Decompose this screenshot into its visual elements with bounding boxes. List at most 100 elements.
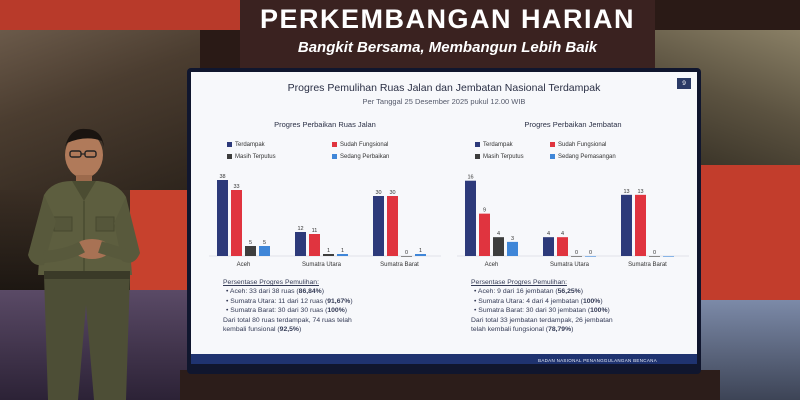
bar-sedang-perbaikan — [507, 241, 518, 256]
legend-swatch — [550, 154, 555, 159]
bar-sedang-perbaikan — [415, 254, 426, 256]
legend-label: Sedang Pemasangan — [558, 154, 616, 161]
legend-label: Terdampak — [483, 142, 513, 149]
bar-value-label: 0 — [575, 250, 578, 256]
bar-masih-terputus — [323, 254, 334, 256]
summary-item: Aceh: 33 dari 38 ruas (86,84%) — [223, 287, 443, 296]
summary-item: Sumatra Barat: 30 dari 30 jembatan (100%… — [471, 306, 691, 315]
legend-swatch — [227, 142, 232, 147]
bar-terdampak — [465, 180, 476, 256]
category-label: Sumatra Utara — [302, 262, 342, 268]
category-label: Sumatra Barat — [380, 262, 419, 268]
bar-sudah-fungsional — [231, 190, 242, 256]
legend-label: Masih Terputus — [483, 154, 524, 161]
chart-panel-jalan: Progres Perbaikan Ruas Jalan Terdampak S… — [205, 110, 445, 350]
bar-sudah-fungsional — [479, 213, 490, 256]
page-number-badge: 9 — [677, 78, 691, 89]
bar-masih-terputus — [245, 246, 256, 256]
stage-floor — [180, 370, 720, 400]
backdrop-red-panel — [0, 0, 240, 30]
headline: PERKEMBANGAN HARIAN — [259, 4, 635, 34]
bar-sedang-perbaikan — [337, 254, 348, 256]
bar-sedang-perbaikan — [585, 256, 596, 257]
bar-sedang-perbaikan — [663, 256, 674, 257]
bar-value-label: 0 — [405, 250, 408, 256]
bar-terdampak — [543, 237, 554, 256]
legend-label: Sudah Fungsional — [558, 142, 607, 149]
summary-item: Aceh: 9 dari 16 jembatan (56,25%) — [471, 287, 691, 296]
bar-value-label: 5 — [263, 240, 266, 246]
subheadline: Bangkit Bersama, Membangun Lebih Baik — [297, 39, 598, 56]
legend-swatch — [332, 154, 337, 159]
legend-item: Masih Terputus — [227, 154, 276, 160]
slide-title: Progres Pemulihan Ruas Jalan dan Jembata… — [287, 82, 601, 94]
chart-title: Progres Perbaikan Ruas Jalan — [274, 120, 376, 129]
summary-jalan: Persentase Progres Pemulihan: Aceh: 33 d… — [223, 278, 443, 334]
bar-value-label: 16 — [467, 175, 473, 181]
bar-value-label: 11 — [312, 228, 318, 234]
legend-item: Sedang Pemasangan — [550, 154, 616, 160]
legend-swatch — [475, 154, 480, 159]
legend-label: Terdampak — [235, 142, 265, 149]
bar-sudah-fungsional — [557, 237, 568, 256]
summary-total-line2: telah kembali fungsional (78,79%) — [471, 326, 574, 334]
legend-label: Sudah Fungsional — [340, 142, 389, 149]
bar-masih-terputus — [649, 256, 660, 257]
chart-panel-jembatan: Progres Perbaikan Jembatan Terdampak Sud… — [453, 110, 693, 350]
legend-label: Sedang Perbaikan — [340, 154, 390, 161]
bar-value-label: 4 — [547, 231, 550, 237]
bar-value-label: 4 — [561, 231, 564, 237]
legend-swatch — [227, 154, 232, 159]
presenter-figure — [28, 128, 140, 400]
bar-value-label: 30 — [375, 190, 381, 196]
bar-value-label: 4 — [497, 231, 500, 237]
backdrop-header-band — [240, 0, 655, 68]
bar-masih-terputus — [401, 256, 412, 257]
summary-total: Dari total 80 ruas terdampak, 74 ruas te… — [223, 316, 352, 324]
summary-jembatan: Persentase Progres Pemulihan: Aceh: 9 da… — [471, 278, 691, 334]
summary-heading: Persentase Progres Pemulihan: — [471, 279, 567, 286]
legend-item: Sudah Fungsional — [550, 142, 606, 148]
legend-item: Terdampak — [475, 142, 513, 148]
bar-value-label: 12 — [297, 226, 303, 232]
backdrop-red-panel — [130, 190, 190, 290]
bar-value-label: 3 — [511, 236, 514, 242]
bar-chart-jembatan: 16 9 4 3 Aceh 4 4 0 0 Sumatra Utara 13 13 0 Sumatra B… — [457, 175, 689, 268]
legend-swatch — [550, 142, 555, 147]
bar-value-label: 0 — [589, 250, 592, 256]
bar-value-label: 1 — [419, 248, 422, 254]
bar-value-label: 38 — [219, 174, 225, 180]
summary-total: Dari total 33 jembatan terdampak, 26 jem… — [471, 316, 613, 324]
bar-value-label: 13 — [637, 189, 643, 195]
chart-title: Progres Perbaikan Jembatan — [524, 120, 622, 129]
legend-swatch — [475, 142, 480, 147]
bar-sudah-fungsional — [387, 196, 398, 256]
bar-sudah-fungsional — [635, 194, 646, 256]
bar-terdampak — [217, 180, 228, 256]
bar-value-label: 1 — [341, 248, 344, 254]
summary-heading: Persentase Progres Pemulihan: — [223, 279, 319, 286]
category-label: Aceh — [237, 262, 251, 268]
bar-masih-terputus — [493, 237, 504, 256]
legend-item: Terdampak — [227, 142, 265, 148]
bar-terdampak — [621, 194, 632, 256]
bar-value-label: 0 — [653, 250, 656, 256]
slide-footer-bar — [191, 354, 697, 364]
legend-swatch — [332, 142, 337, 147]
bar-sudah-fungsional — [309, 234, 320, 256]
bar-value-label: 13 — [623, 189, 629, 195]
summary-total-line2: kembali funsional (92,5%) — [223, 326, 302, 334]
category-label: Sumatra Barat — [628, 262, 667, 268]
bar-terdampak — [295, 232, 306, 256]
summary-item: Sumatra Barat: 30 dari 30 ruas (100%) — [223, 306, 443, 315]
footer-agency-name: BADAN NASIONAL PENANGGULANGAN BENCANA — [538, 358, 657, 363]
bar-value-label: 5 — [249, 240, 252, 246]
backdrop-red-panel — [700, 165, 800, 300]
bar-value-label: 30 — [389, 190, 395, 196]
category-label: Sumatra Utara — [550, 262, 590, 268]
bar-value-label: 33 — [233, 184, 239, 190]
legend-label: Masih Terputus — [235, 154, 276, 161]
presentation-slide: Progres Pemulihan Ruas Jalan dan Jembata… — [191, 72, 697, 364]
bar-value-label: 9 — [483, 208, 486, 214]
